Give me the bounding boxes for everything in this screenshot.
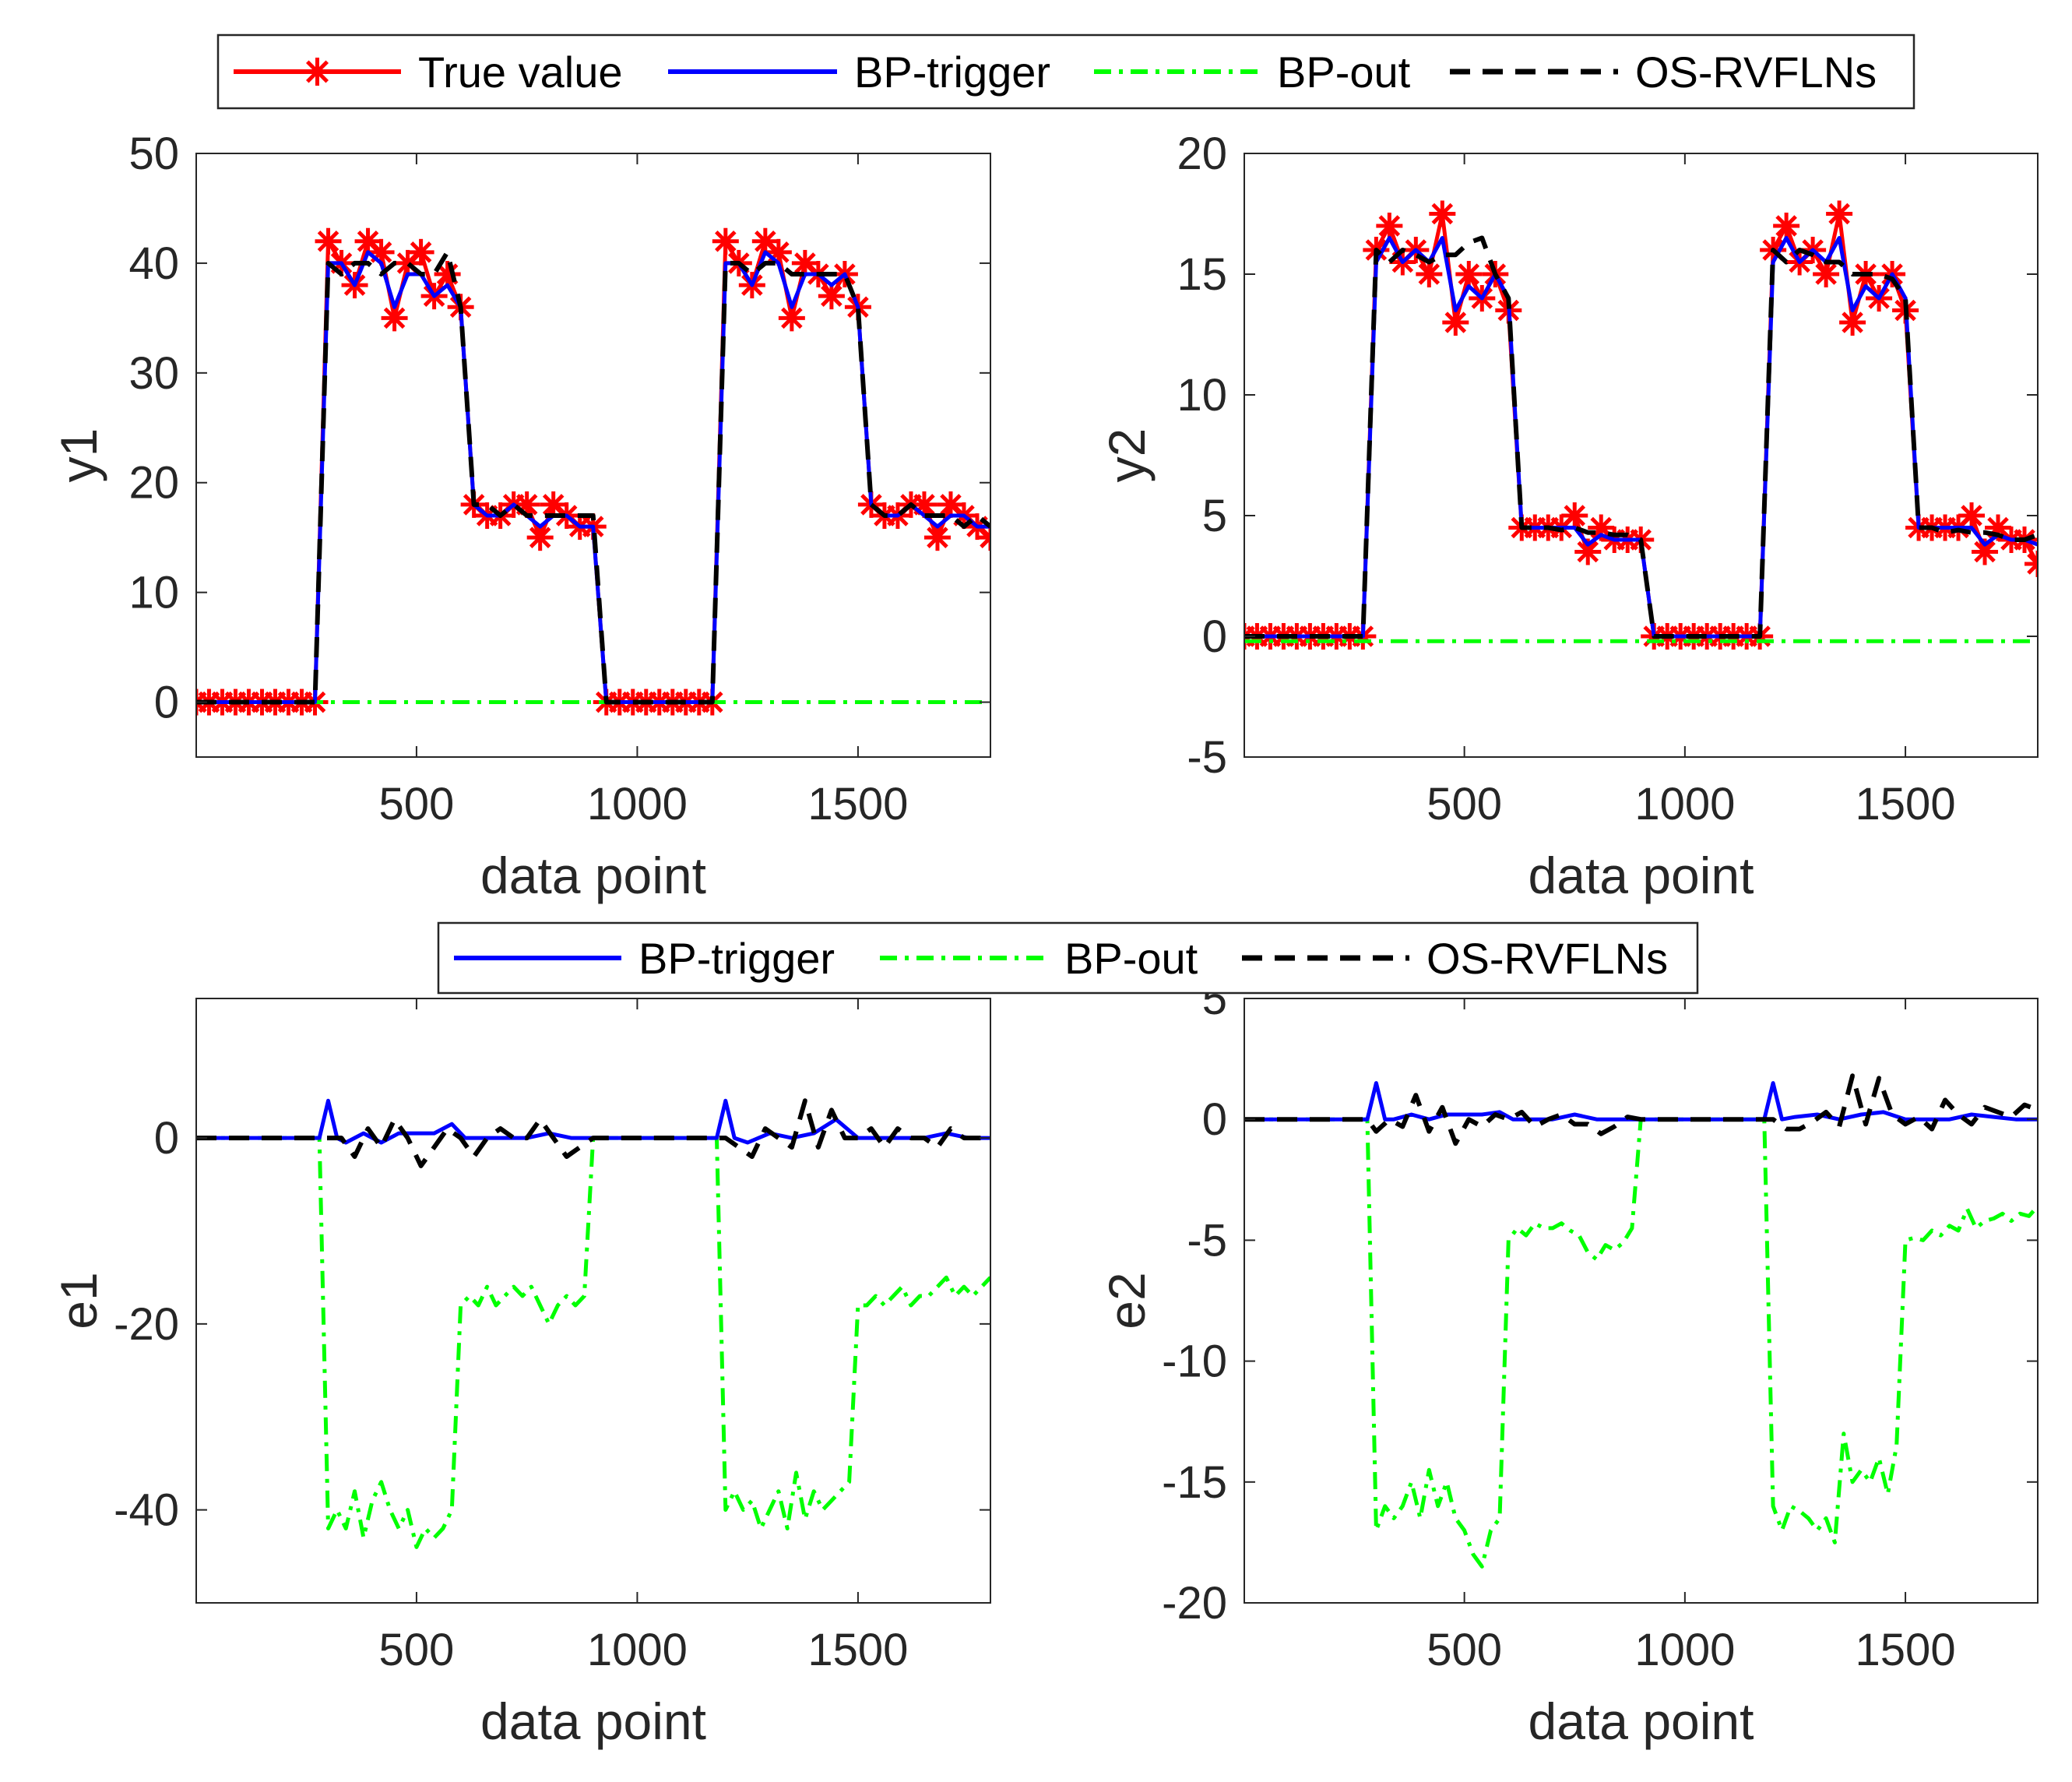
series-line-os_rvflns bbox=[196, 1098, 990, 1168]
data-point-true-value bbox=[2025, 551, 2038, 577]
x-tick-label: 1000 bbox=[1634, 779, 1735, 829]
chart-e1: 500 1000 1500 -40 -20 0 data point e1 bbox=[50, 998, 991, 1750]
x-axis-label: data point bbox=[1528, 1692, 1754, 1750]
legend-bottom: BP-trigger BP-out OS-RVFLNs bbox=[437, 921, 1699, 995]
legend-entry-os_rvflns: OS-RVFLNs bbox=[1242, 934, 1668, 983]
data-point-true-value bbox=[1455, 261, 1483, 287]
data-point-true-value bbox=[923, 524, 951, 551]
x-axis-label: data point bbox=[480, 847, 706, 904]
y-axis-label: e2 bbox=[1098, 1272, 1156, 1329]
y-tick-label: -5 bbox=[1187, 732, 1227, 783]
legend-label-bp_trigger: BP-trigger bbox=[638, 934, 835, 983]
y-axis-label: y2 bbox=[1098, 428, 1156, 483]
data-point-true-value bbox=[1376, 213, 1403, 239]
data-point-true-value bbox=[1958, 502, 1986, 529]
legend-top: True value BP-trigger BP-out OS-RVFLNs bbox=[216, 33, 1915, 110]
legend-label-bp_trigger: BP-trigger bbox=[854, 48, 1050, 97]
series-line-bp_trigger bbox=[1244, 1081, 2038, 1122]
y-tick-label: 0 bbox=[154, 678, 179, 728]
chart-y2: 500 1000 1500 -5 0 5 10 15 20 data point y2 bbox=[1098, 129, 2039, 904]
legend-label-os_rvflns: OS-RVFLNs bbox=[1635, 48, 1877, 97]
x-tick-label: 500 bbox=[379, 779, 455, 829]
data-point-true-value bbox=[1561, 502, 1588, 529]
data-point-true-value bbox=[778, 305, 805, 332]
series-line-os_rvflns bbox=[1244, 235, 2038, 639]
data-point-true-value bbox=[1773, 213, 1800, 239]
legend-label-os_rvflns: OS-RVFLNs bbox=[1426, 934, 1668, 983]
series-line-os_rvflns bbox=[1244, 1073, 2038, 1146]
y-tick-label: 5 bbox=[1202, 491, 1227, 541]
axes-box-y2 bbox=[1244, 153, 2039, 758]
y-tick-label: 0 bbox=[1202, 1094, 1227, 1145]
y-tick-label: -20 bbox=[114, 1299, 179, 1350]
x-tick-label: 1000 bbox=[587, 1625, 688, 1675]
x-tick-label: 1000 bbox=[587, 779, 688, 829]
data-point-true-value bbox=[381, 305, 408, 332]
plot-area-y1 bbox=[196, 227, 990, 716]
x-tick-label: 500 bbox=[379, 1625, 455, 1675]
data-point-true-value bbox=[1826, 200, 1853, 227]
x-tick-label: 500 bbox=[1426, 779, 1502, 829]
axes-box-y1 bbox=[195, 153, 991, 758]
x-tick-label: 500 bbox=[1426, 1625, 1502, 1675]
data-point-true-value bbox=[1416, 261, 1443, 287]
data-point-true-value bbox=[1972, 538, 1999, 565]
y-axis-label: y1 bbox=[50, 428, 107, 483]
legend-entry-bp_out: BP-out bbox=[880, 934, 1198, 983]
data-point-true-value bbox=[1813, 261, 1840, 287]
x-tick-label: 1500 bbox=[1856, 1625, 1956, 1675]
x-tick-label: 1000 bbox=[1634, 1625, 1735, 1675]
data-point-true-value bbox=[1839, 309, 1866, 336]
data-point-true-value bbox=[977, 524, 990, 551]
y-tick-label: 20 bbox=[128, 458, 179, 509]
data-point-true-value bbox=[526, 524, 554, 551]
legend-label-bp_out: BP-out bbox=[1277, 48, 1411, 97]
chart-y1: 500 1000 1500 0 10 20 30 40 50 data point y1 bbox=[50, 129, 991, 904]
legend-entry-true_value: True value bbox=[234, 48, 623, 97]
y-tick-label: -15 bbox=[1162, 1457, 1227, 1508]
legend-entry-os_rvflns: OS-RVFLNs bbox=[1450, 48, 1877, 97]
y-tick-label: 0 bbox=[154, 1113, 179, 1164]
plot-area-e1 bbox=[196, 1098, 990, 1549]
y-tick-label: 50 bbox=[128, 129, 179, 179]
y-tick-label: 10 bbox=[128, 568, 179, 618]
series-line-os_rvflns bbox=[196, 249, 990, 705]
series-line-bp_trigger bbox=[196, 1098, 990, 1145]
x-tick-label: 1500 bbox=[1856, 779, 1956, 829]
legend-marker-true-value bbox=[303, 58, 332, 86]
legend-entry-bp_trigger: BP-trigger bbox=[668, 48, 1050, 97]
x-axis-label: data point bbox=[480, 1692, 706, 1750]
legend-entry-bp_trigger: BP-trigger bbox=[454, 934, 835, 983]
data-point-true-value bbox=[315, 227, 342, 255]
legend-label-bp_out: BP-out bbox=[1064, 934, 1198, 983]
y-tick-label: 20 bbox=[1177, 129, 1227, 179]
y-tick-label: -5 bbox=[1187, 1215, 1227, 1266]
axes-box-e2 bbox=[1244, 998, 2039, 1604]
data-point-true-value bbox=[712, 227, 739, 255]
y-tick-label: 30 bbox=[128, 348, 179, 399]
legend-entry-bp_out: BP-out bbox=[1094, 48, 1411, 97]
x-axis-label: data point bbox=[1528, 847, 1754, 904]
y-tick-label: -40 bbox=[114, 1485, 179, 1536]
y-tick-label: 10 bbox=[1177, 370, 1227, 421]
data-point-true-value bbox=[407, 238, 434, 266]
y-axis-label: e1 bbox=[50, 1272, 107, 1329]
plot-area-e2 bbox=[1244, 1073, 2038, 1569]
data-point-true-value bbox=[818, 283, 845, 310]
y-tick-label: 40 bbox=[128, 238, 179, 289]
data-point-true-value bbox=[1442, 309, 1469, 336]
legend-label-true_value: True value bbox=[418, 48, 623, 97]
x-tick-label: 1500 bbox=[807, 779, 908, 829]
plot-area-y2 bbox=[1244, 200, 2038, 650]
y-tick-label: 15 bbox=[1177, 249, 1227, 300]
y-tick-label: 0 bbox=[1202, 611, 1227, 662]
axes-box-e1 bbox=[195, 998, 991, 1604]
data-point-true-value bbox=[751, 227, 779, 255]
x-tick-label: 1500 bbox=[807, 1625, 908, 1675]
data-point-true-value bbox=[1429, 200, 1456, 227]
y-tick-label: -20 bbox=[1162, 1578, 1227, 1629]
y-tick-label: -10 bbox=[1162, 1336, 1227, 1387]
